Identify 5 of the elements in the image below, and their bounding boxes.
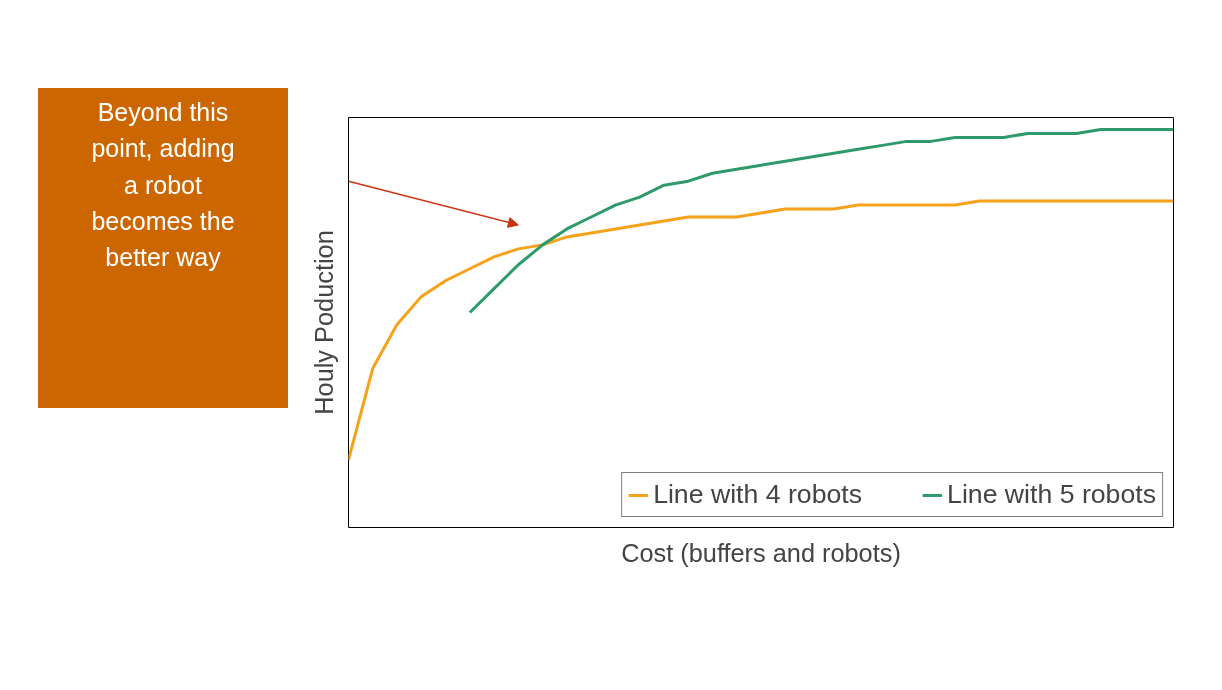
legend-label: Line with 4 robots bbox=[653, 479, 863, 510]
x-axis-title: Cost (buffers and robots) bbox=[621, 538, 901, 567]
text: Beyond this point, adding a robot becomes the better way bbox=[91, 97, 235, 273]
y-axis-title: Houly Poduction bbox=[309, 230, 338, 415]
legend-label: Line with 5 robots bbox=[947, 479, 1156, 510]
